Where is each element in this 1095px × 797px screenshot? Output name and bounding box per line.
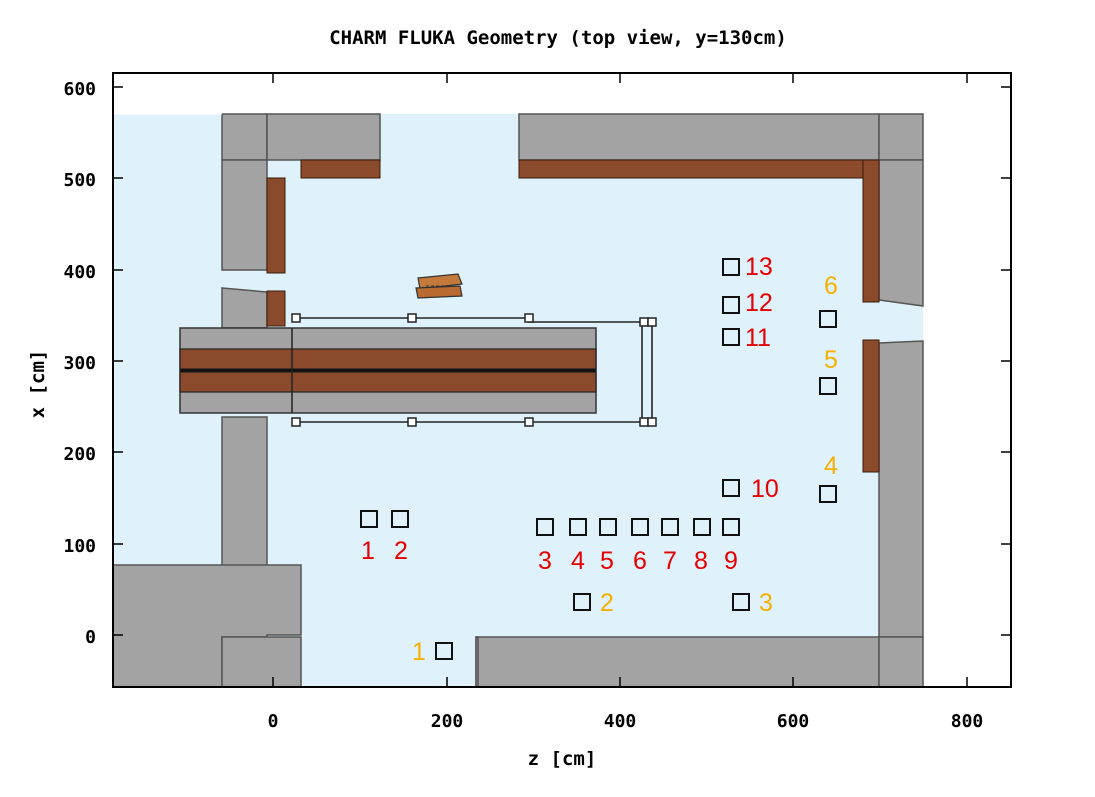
- position-label: 3: [538, 547, 552, 575]
- position-label: 5: [600, 547, 614, 575]
- y-axis-label: x [cm]: [27, 350, 49, 419]
- rail-support: [291, 313, 301, 323]
- position-box: [722, 258, 740, 276]
- iron-block: [266, 290, 286, 327]
- y-tick-label: 100: [63, 536, 96, 557]
- x-tick-label: 600: [777, 711, 810, 732]
- position-box: [732, 593, 750, 611]
- rail-support: [291, 417, 301, 427]
- concrete-block: [475, 636, 880, 688]
- device-part: [415, 285, 463, 299]
- plot-frame: [112, 72, 1012, 688]
- position-box: [391, 510, 409, 528]
- x-tick-label: 800: [951, 711, 984, 732]
- position-label: 9: [724, 547, 738, 575]
- position-label: 4: [824, 452, 838, 480]
- concrete-block: [221, 287, 268, 329]
- position-label: 1: [412, 638, 426, 666]
- x-tick-label: 200: [431, 711, 464, 732]
- position-label: 2: [394, 537, 408, 565]
- iron-block: [300, 159, 381, 179]
- position-box: [722, 296, 740, 314]
- concrete-block: [221, 113, 268, 161]
- rail-support: [647, 417, 657, 427]
- y-tick-label: 500: [63, 170, 96, 191]
- position-label: 6: [633, 547, 647, 575]
- concrete-block: [221, 636, 302, 688]
- device-part: [417, 273, 463, 290]
- iron-block: [862, 339, 880, 473]
- rail-support: [524, 417, 534, 427]
- iron-block: [518, 159, 864, 179]
- tick-marks: [113, 73, 1011, 687]
- concrete-block: [878, 113, 924, 161]
- y-tick-label: 400: [63, 262, 96, 283]
- position-box: [536, 518, 554, 536]
- target-iron-upper: [179, 348, 597, 370]
- y-tick-label: 300: [63, 353, 96, 374]
- position-label: 6: [824, 272, 838, 300]
- position-label: 4: [571, 547, 585, 575]
- position-box: [435, 642, 453, 660]
- y-tick-label: 0: [85, 627, 96, 648]
- y-tick-label: 600: [63, 79, 96, 100]
- position-boxes: [360, 258, 837, 660]
- position-box: [819, 377, 837, 395]
- position-box: [722, 328, 740, 346]
- concrete-block: [878, 340, 924, 638]
- iron-block: [266, 177, 286, 274]
- small-device: [415, 273, 463, 299]
- rail-support: [639, 317, 649, 327]
- position-box: [722, 479, 740, 497]
- position-box: [722, 518, 740, 536]
- rail-support: [407, 313, 417, 323]
- y-tick-labels: 0 100 200 300 400 500 600: [63, 79, 96, 648]
- x-tick-labels: 0 200 400 600 800: [268, 711, 984, 732]
- position-box: [569, 518, 587, 536]
- beam-target-assembly: [179, 327, 597, 414]
- x-tick-label: 400: [604, 711, 637, 732]
- concrete-block: [266, 113, 381, 161]
- position-label: 11: [745, 324, 771, 352]
- position-box: [819, 310, 837, 328]
- x-axis-label: z [cm]: [528, 748, 597, 770]
- position-box: [631, 518, 649, 536]
- position-box: [599, 518, 617, 536]
- concrete-block: [878, 636, 924, 688]
- position-box: [360, 510, 378, 528]
- concrete-shielding: [112, 113, 924, 688]
- iron-shielding: [266, 159, 880, 473]
- concrete-block: [878, 159, 924, 307]
- position-box: [819, 485, 837, 503]
- rail-supports: [291, 313, 657, 427]
- concrete-block: [221, 159, 268, 271]
- position-label: 1: [361, 537, 375, 565]
- position-label: 10: [751, 475, 779, 503]
- rail-support: [639, 417, 649, 427]
- x-tick-label: 0: [268, 711, 279, 732]
- plot-area: 1 2 3 4 5 6 7 8 9 10 11 12 13 1 2 3 4 5 …: [112, 72, 1012, 688]
- position-label: 13: [745, 253, 773, 281]
- position-label: 5: [824, 346, 838, 374]
- iron-block: [862, 159, 880, 303]
- rail-support: [647, 317, 657, 327]
- position-label: 3: [759, 589, 773, 617]
- concrete-block: [518, 113, 880, 161]
- concrete-block: [475, 636, 479, 688]
- position-box: [661, 518, 679, 536]
- y-tick-label: 200: [63, 444, 96, 465]
- plot-title: CHARM FLUKA Geometry (top view, y=130cm): [329, 27, 787, 49]
- position-box: [573, 593, 591, 611]
- position-label: 7: [663, 547, 677, 575]
- red-position-labels: 1 2 3 4 5 6 7 8 9 10 11 12 13: [361, 253, 779, 575]
- rail-support: [407, 417, 417, 427]
- position-box: [693, 518, 711, 536]
- target-iron-lower: [179, 371, 597, 393]
- position-label: 12: [745, 289, 773, 317]
- position-label: 8: [694, 547, 708, 575]
- orange-position-labels: 1 2 3 4 5 6: [412, 272, 838, 666]
- position-label: 2: [600, 589, 614, 617]
- rail-support: [524, 313, 534, 323]
